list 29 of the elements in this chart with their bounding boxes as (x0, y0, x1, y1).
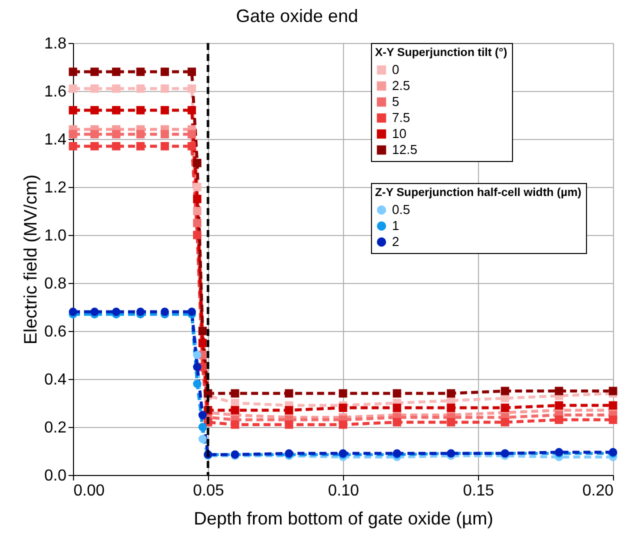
legend-label: 10 (392, 126, 406, 141)
x-tick-label: 0.10 (328, 482, 360, 500)
legend-label: 0 (392, 62, 400, 77)
x-tick-label: 0.05 (192, 482, 224, 500)
y-tick-label: 0.6 (44, 324, 67, 340)
y-tick-label: 0.4 (44, 372, 67, 388)
legend-label: 1 (392, 218, 400, 233)
annotation: Z-Y Superjunction half-cell width (µm) (375, 187, 582, 199)
legend-label: 12.5 (392, 142, 418, 157)
y-tick-label: 1.8 (44, 36, 67, 52)
ref-line-label: Gate oxide end (236, 6, 358, 26)
x-axis-title: Depth from bottom of gate oxide (µm) (194, 508, 494, 528)
legend-title: X-Y Superjunction tilt (°) (375, 47, 508, 59)
y-axis-title: Electric field (MV/cm) (20, 174, 40, 345)
y-tick-label: 0.0 (44, 468, 67, 484)
legend-label: 0.5 (392, 202, 410, 217)
legend-label: 2.5 (392, 78, 410, 93)
y-tick-label: 1.2 (44, 180, 67, 196)
x-tick-label: 0.00 (74, 482, 105, 500)
y-tick-label: 1.4 (44, 132, 67, 148)
x-tick-label: 0.20 (582, 482, 614, 500)
legend-label: 7.5 (392, 110, 410, 125)
y-tick-label: 1.0 (44, 228, 67, 244)
y-tick-label: 0.8 (44, 276, 67, 292)
legend-label: 5 (392, 94, 400, 109)
legend-label: 2 (392, 234, 400, 249)
y-tick-label: 0.2 (44, 420, 67, 436)
y-tick-label: 1.6 (44, 84, 67, 100)
x-tick-label: 0.15 (462, 482, 494, 500)
